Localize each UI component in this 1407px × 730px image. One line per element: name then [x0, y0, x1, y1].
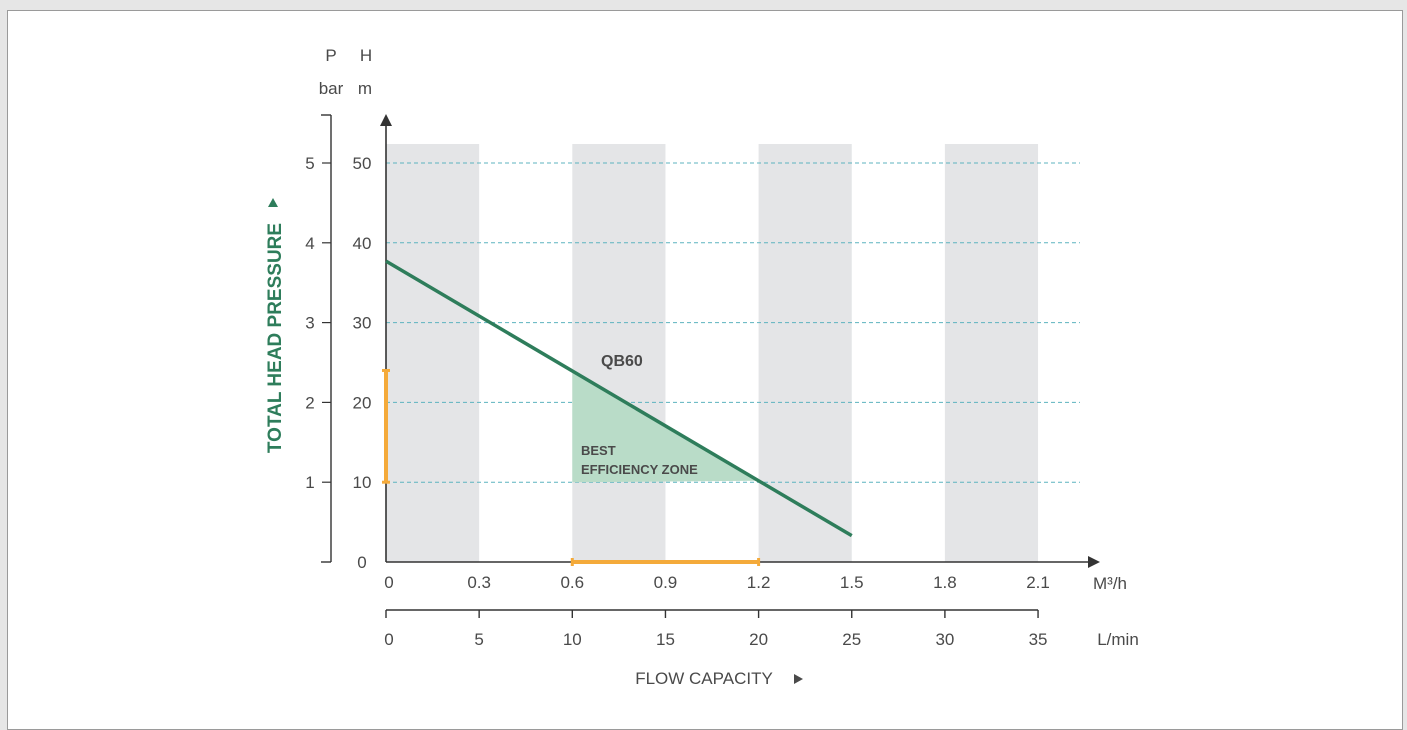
- y-head-tick-label: 40: [353, 234, 372, 253]
- x-m3h-tick-label: 0: [384, 573, 393, 592]
- x-m3h-tick-label: 1.5: [840, 573, 864, 592]
- y-head-tick-label: 50: [353, 154, 372, 173]
- y-pressure-tick-label: 1: [305, 473, 314, 492]
- shaded-band: [572, 144, 666, 562]
- x-lmin-tick-label: 20: [749, 630, 768, 649]
- x-lmin-tick-label: 35: [1029, 630, 1048, 649]
- y-axis-title: TOTAL HEAD PRESSURE: [265, 223, 286, 453]
- zone-label-line2: EFFICIENCY ZONE: [581, 462, 698, 477]
- x-m3h-tick-label: 0.3: [467, 573, 491, 592]
- x-axis-title: FLOW CAPACITY: [635, 669, 773, 688]
- y-pressure-symbol: P: [325, 46, 336, 65]
- y-pressure-tick-label: 4: [305, 234, 314, 253]
- y-axis-arrow: [380, 114, 392, 126]
- y-pressure-tick-label: 3: [305, 314, 314, 333]
- y-head-symbol: H: [360, 46, 372, 65]
- x-secondary-unit: L/min: [1097, 630, 1139, 649]
- x-lmin-tick-label: 10: [563, 630, 582, 649]
- shaded-band: [944, 144, 1039, 562]
- series-line-qb60: [385, 259, 853, 538]
- series-label-qb60: QB60: [601, 353, 643, 370]
- y-head-tick-label: 20: [353, 393, 372, 412]
- y-pressure-tick-label: 5: [305, 154, 314, 173]
- y-head-unit: m: [358, 79, 372, 98]
- x-m3h-tick-label: 2.1: [1026, 573, 1050, 592]
- zone-label-line1: BEST: [581, 443, 616, 458]
- x-m3h-tick-label: 0.9: [654, 573, 678, 592]
- x-primary-unit: M³/h: [1093, 574, 1127, 593]
- y-pressure-tick-label: 2: [305, 393, 314, 412]
- x-lmin-tick-label: 30: [935, 630, 954, 649]
- x-axis-title-arrow: [794, 674, 803, 684]
- x-lmin-tick-label: 15: [656, 630, 675, 649]
- x-m3h-tick-label: 0.6: [560, 573, 584, 592]
- y-pressure-unit: bar: [319, 79, 344, 98]
- y-axis-title-arrow: [268, 198, 278, 207]
- y-head-tick-label: 10: [353, 473, 372, 492]
- x-lmin-tick-label: 25: [842, 630, 861, 649]
- y-head-tick-label: 30: [353, 314, 372, 333]
- x-m3h-tick-label: 1.2: [747, 573, 771, 592]
- x-axis-arrow: [1088, 556, 1100, 568]
- x-lmin-tick-label: 0: [384, 630, 393, 649]
- x-m3h-tick-label: 1.8: [933, 573, 957, 592]
- shaded-band: [758, 144, 852, 562]
- shaded-band: [386, 144, 480, 562]
- x-lmin-tick-label: 5: [474, 630, 483, 649]
- y-head-tick-label: 0: [357, 553, 366, 572]
